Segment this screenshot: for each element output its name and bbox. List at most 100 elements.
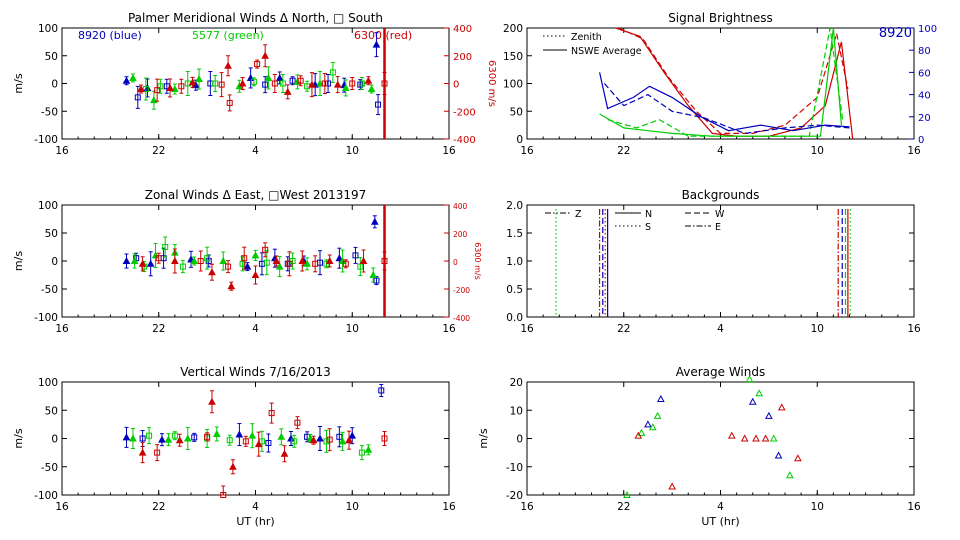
y-tick-label: -50 [41, 284, 58, 296]
data-point-triangle [137, 85, 145, 93]
chart-title: Signal Brightness [668, 11, 773, 25]
data-point-triangle [309, 436, 318, 444]
data-point-triangle [761, 434, 770, 442]
data-point-square [226, 437, 233, 444]
data-point-triangle [308, 80, 316, 88]
data-point-triangle [345, 436, 353, 444]
y-tick-label: -100 [34, 312, 58, 324]
y-tick-label: 0 [51, 256, 58, 268]
legend-green: 5577 (green) [192, 29, 264, 42]
x-tick-label: 4 [252, 501, 259, 513]
data-point-square [157, 83, 164, 90]
data-point-square [286, 260, 293, 267]
data-point-triangle [348, 431, 357, 439]
data-point-square [258, 438, 265, 445]
data-point-triangle [668, 482, 676, 490]
right-y-tick-label: 400 [453, 24, 472, 35]
data-point-triangle [238, 79, 247, 87]
y-tick-label: 0.5 [506, 284, 523, 296]
data-point-triangle [765, 411, 773, 419]
x-tick-label: 22 [152, 501, 165, 513]
data-point-triangle [367, 85, 376, 93]
y-tick-label: 0 [516, 134, 523, 146]
data-point-square [381, 258, 388, 264]
data-point-square [146, 432, 153, 439]
right-y-tick-label: 0 [453, 80, 459, 91]
y-tick-label: 20 [510, 377, 523, 389]
data-point-square [279, 80, 286, 87]
data-point-square [239, 260, 246, 267]
data-point-triangle [656, 394, 665, 402]
data-point-triangle [122, 256, 131, 264]
data-point-triangle [130, 256, 139, 264]
data-point-triangle [195, 75, 203, 83]
data-point-triangle [227, 282, 236, 290]
x-tick-label: 16 [520, 145, 534, 157]
right-y-tick-label: 100 [918, 24, 937, 35]
data-point-triangle [748, 397, 757, 405]
legend-label: NSWE Average [571, 46, 642, 57]
data-point-triangle [129, 434, 137, 442]
data-point-square [197, 258, 204, 264]
x-tick-label: 10 [346, 323, 359, 335]
y-tick-label: 0 [51, 79, 58, 91]
data-point-square [226, 99, 233, 106]
data-point-square [268, 410, 275, 417]
y-tick-label: 100 [503, 79, 523, 91]
data-point-triangle [183, 434, 192, 442]
y-axis-label: m/s [12, 428, 25, 448]
legend-label: W [715, 209, 725, 220]
data-point-triangle [175, 436, 184, 444]
data-point-triangle [794, 454, 802, 462]
data-point-square [254, 61, 261, 68]
data-point-square [357, 81, 364, 88]
data-point-square [191, 434, 198, 441]
y-tick-label: -50 [41, 106, 58, 118]
data-point-square [373, 277, 380, 284]
x-tick-label: 16 [55, 323, 69, 335]
x-tick-label: 22 [152, 323, 165, 335]
data-point-triangle [648, 423, 657, 431]
x-tick-label: 16 [55, 145, 69, 157]
data-point-square [357, 263, 364, 270]
plot-frame [526, 27, 915, 140]
data-point-triangle [212, 429, 221, 437]
legend-label: S [645, 222, 651, 233]
chart-average: Average Winds 16 22 4 10 16 20 10 0 -10 -20 m/s UT (… [477, 365, 921, 528]
y-tick-label: 0 [51, 434, 58, 446]
data-point-triangle [251, 251, 260, 259]
legend-label: N [645, 209, 652, 220]
right-y-tick-label: 200 [453, 230, 468, 239]
right-y-tick-label: -200 [453, 286, 470, 295]
data-point-triangle [335, 254, 344, 262]
data-point-triangle [138, 259, 147, 267]
data-point-square [220, 492, 227, 498]
y-tick-label: 100 [38, 377, 58, 389]
legend-blue: 8920 (blue) [78, 29, 142, 42]
data-point-square [134, 94, 141, 101]
chart-vertical: Vertical Winds 7/16/2013 16 22 4 10 16 100 50 0 -… [12, 365, 456, 528]
x-tick-label: 10 [346, 145, 359, 157]
data-point-triangle [251, 270, 260, 278]
data-point-square [171, 432, 178, 439]
data-point-square [218, 81, 225, 88]
data-point-square [262, 246, 269, 253]
data-point-square [336, 433, 343, 440]
y-tick-label: 100 [38, 23, 58, 35]
data-point-square [381, 435, 388, 442]
plot-frame [61, 27, 450, 140]
y-tick-label: 50 [510, 106, 523, 118]
data-point-triangle [338, 437, 347, 445]
y-tick-label: 0.0 [506, 312, 523, 324]
data-point-triangle [164, 435, 173, 443]
x-tick-label: 16 [520, 323, 534, 335]
data-point-square [265, 440, 272, 447]
data-point-square [291, 438, 298, 445]
data-point-square [225, 263, 232, 270]
data-point-square [378, 387, 385, 394]
right-y-tick-label: 40 [918, 91, 931, 102]
y-tick-label: -20 [506, 490, 523, 502]
data-point-triangle [224, 61, 232, 69]
data-point-square [323, 438, 330, 445]
data-point-square [312, 260, 319, 267]
